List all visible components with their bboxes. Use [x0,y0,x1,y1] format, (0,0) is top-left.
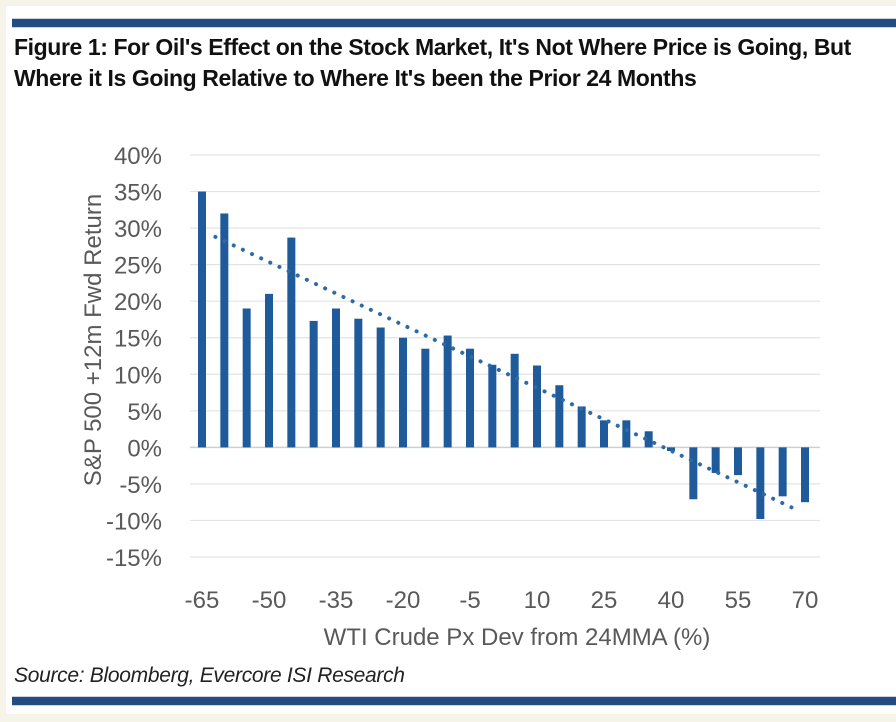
bar [376,327,385,448]
x-tick-label: -65 [185,587,220,614]
bar [711,447,720,473]
bar [220,213,229,448]
source-note: Source: Bloomberg, Evercore ISI Research [14,664,405,687]
y-axis-title: S&P 500 +12m Fwd Return [80,194,107,486]
x-tick-label: 40 [658,587,685,614]
figure-title: Figure 1: For Oil's Effect on the Stock … [14,34,851,91]
bar [600,420,608,448]
bar [510,353,519,448]
bar [466,348,474,448]
bar [533,365,541,448]
y-tick-label: 20% [114,289,162,316]
top-rule [12,19,896,27]
y-tick-label: 30% [114,216,162,243]
y-tick-label: 10% [114,362,162,389]
bar [443,335,452,448]
bar [309,320,318,448]
trendline [213,234,799,512]
bar [198,191,206,448]
bar [555,385,564,448]
y-tick-label: -5% [119,472,162,499]
gridlines [190,154,820,558]
bar [399,337,407,448]
y-tick-label: 35% [114,180,162,207]
y-tick-label: -10% [106,508,162,535]
bar [622,420,631,448]
bar [801,447,809,503]
x-tick-label: 55 [725,587,752,614]
bar [488,364,497,448]
x-axis-tick-labels: -65 -50 -35 -20 -5 10 25 40 55 70 [185,587,819,614]
y-tick-label: 5% [127,399,162,426]
bar [667,447,675,452]
bottom-rule [12,697,896,705]
y-tick-label: 40% [114,143,162,170]
y-tick-label: -15% [106,545,162,572]
trendline-dotted [213,234,799,512]
y-tick-label: 0% [127,435,162,462]
x-tick-label: 25 [591,587,618,614]
bar [756,447,765,519]
x-axis-title: WTI Crude Px Dev from 24MMA (%) [324,624,711,651]
bar [689,447,698,500]
bars [198,191,809,519]
x-tick-label: 70 [792,587,819,614]
bar [778,447,787,497]
y-tick-label: 15% [114,326,162,353]
x-tick-label: 10 [524,587,551,614]
bar [265,293,273,448]
x-tick-label: -5 [459,587,480,614]
bar [354,318,363,448]
bar [734,447,742,476]
y-tick-label: 25% [114,253,162,280]
bar [577,406,586,448]
x-tick-label: -50 [252,587,287,614]
bar [242,308,251,448]
bar [332,308,340,448]
x-tick-label: -20 [386,587,421,614]
x-tick-label: -35 [319,587,354,614]
bar [287,237,296,448]
y-axis-tick-labels: 40% 35% 30% 25% 20% 15% 10% 5% 0% -5% -10% -15% [106,143,162,572]
bar [644,431,653,448]
bar [421,348,430,448]
